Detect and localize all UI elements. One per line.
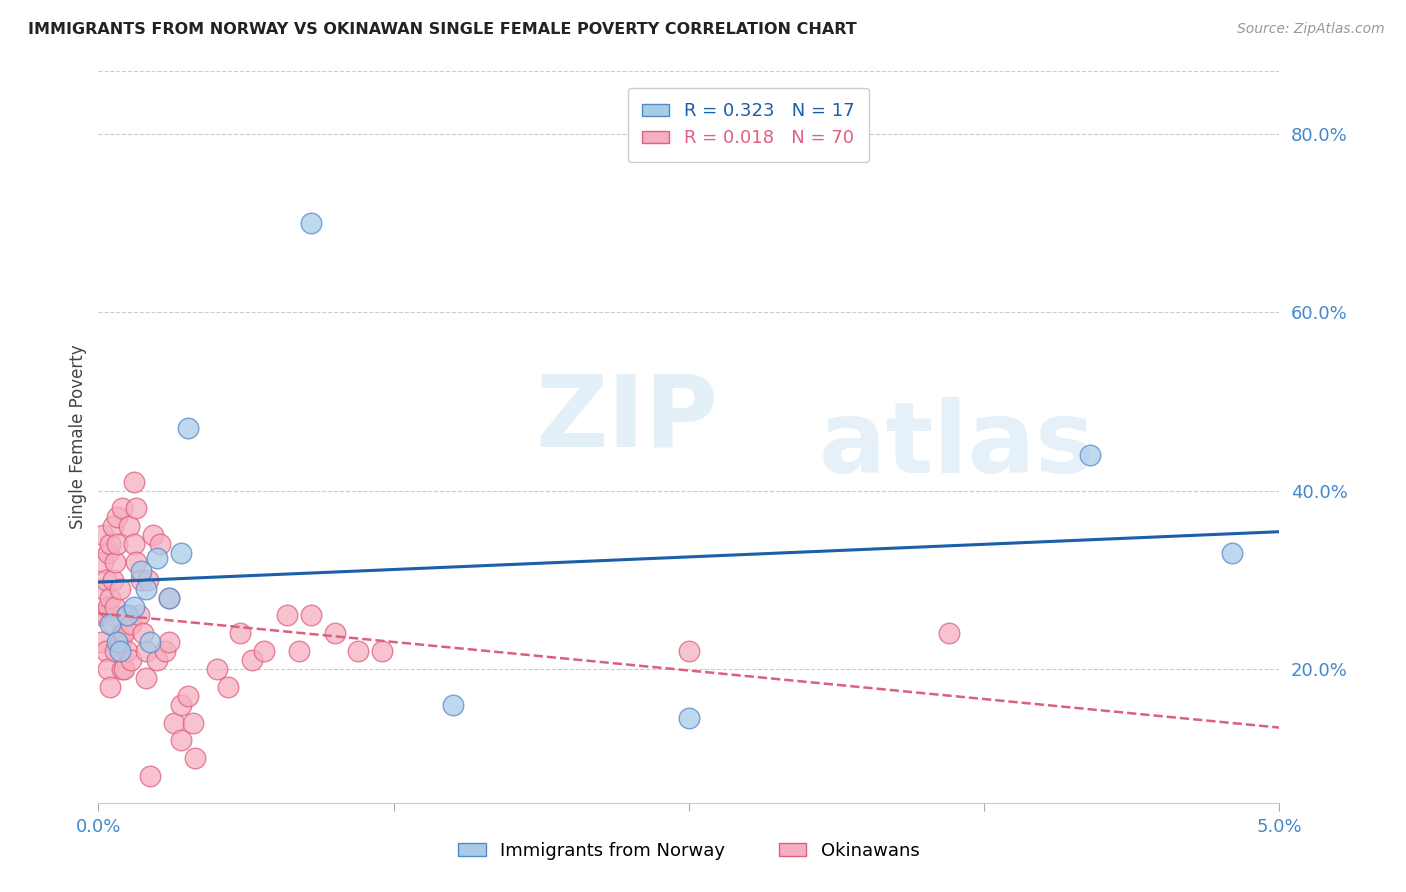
Point (98, 617, 121, 632)
Point (132, 626, 155, 640)
Point (108, 644, 131, 658)
Point (104, 644, 127, 658)
Y-axis label: Single Female Poverty: Single Female Poverty (69, 345, 87, 529)
Point (1220, 546, 1243, 560)
Point (101, 519, 124, 533)
Point (101, 617, 124, 632)
Point (111, 626, 134, 640)
Point (142, 528, 165, 542)
Point (157, 591, 180, 605)
Point (91, 582, 114, 596)
Point (153, 644, 176, 658)
Point (299, 216, 322, 230)
Point (177, 421, 200, 435)
Point (94, 644, 117, 658)
Point (240, 653, 263, 667)
Point (135, 644, 157, 658)
Point (91, 555, 114, 569)
Point (115, 608, 138, 623)
Point (678, 711, 700, 725)
Point (139, 769, 162, 783)
Point (122, 537, 145, 551)
Point (112, 626, 135, 640)
Point (139, 635, 162, 649)
Point (299, 608, 322, 623)
Point (146, 653, 169, 667)
Point (115, 608, 138, 623)
Point (146, 550, 169, 565)
Point (288, 644, 311, 658)
Point (121, 617, 143, 632)
Point (129, 564, 152, 578)
Point (253, 644, 276, 658)
Point (177, 689, 200, 703)
Point (122, 599, 145, 614)
Point (108, 582, 131, 596)
Point (229, 626, 252, 640)
Point (97, 662, 120, 676)
Point (135, 671, 157, 685)
Point (181, 715, 204, 730)
Point (163, 715, 186, 730)
Point (90, 608, 112, 623)
Point (111, 501, 134, 516)
Point (125, 501, 148, 516)
Point (98, 680, 121, 694)
Point (97, 599, 120, 614)
Point (441, 698, 464, 712)
Text: ZIP: ZIP (536, 371, 718, 467)
Point (157, 635, 180, 649)
Point (170, 546, 193, 560)
Point (111, 662, 134, 676)
Point (98, 591, 121, 605)
Point (118, 519, 141, 533)
Point (115, 644, 138, 658)
Point (149, 537, 172, 551)
Point (104, 599, 127, 614)
Point (105, 510, 128, 524)
Legend: Immigrants from Norway, Okinawans: Immigrants from Norway, Okinawans (451, 835, 927, 867)
Point (128, 608, 150, 623)
Point (108, 635, 131, 649)
Point (122, 475, 145, 489)
Point (217, 680, 239, 694)
Point (105, 537, 128, 551)
Point (104, 555, 127, 569)
Point (276, 608, 298, 623)
Point (184, 751, 207, 765)
Point (101, 573, 124, 587)
Point (135, 582, 157, 596)
Point (125, 555, 148, 569)
Point (97, 546, 120, 560)
Point (105, 635, 128, 649)
Point (1080, 448, 1102, 462)
Point (170, 698, 193, 712)
Text: IMMIGRANTS FROM NORWAY VS OKINAWAN SINGLE FEMALE POVERTY CORRELATION CHART: IMMIGRANTS FROM NORWAY VS OKINAWAN SINGL… (28, 22, 856, 37)
Point (94, 608, 117, 623)
Point (323, 626, 346, 640)
Point (129, 573, 152, 587)
Point (371, 644, 394, 658)
Point (205, 662, 228, 676)
Point (157, 591, 180, 605)
Point (938, 626, 960, 640)
Point (136, 573, 159, 587)
Text: atlas: atlas (818, 398, 1095, 494)
Point (98, 537, 121, 551)
Point (347, 644, 370, 658)
Point (91, 528, 114, 542)
Point (94, 573, 117, 587)
Point (678, 644, 700, 658)
Point (170, 733, 193, 747)
Text: Source: ZipAtlas.com: Source: ZipAtlas.com (1237, 22, 1385, 37)
Point (90, 635, 112, 649)
Point (121, 653, 143, 667)
Point (112, 662, 135, 676)
